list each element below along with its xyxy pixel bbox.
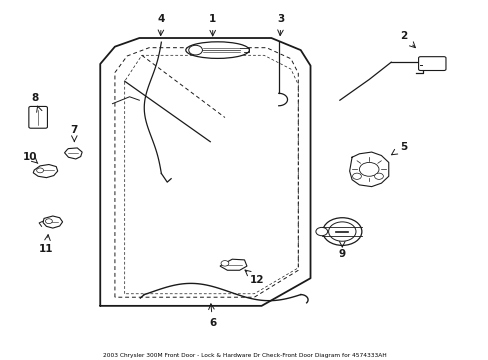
Text: 2: 2 bbox=[399, 31, 406, 41]
Polygon shape bbox=[43, 216, 62, 228]
Ellipse shape bbox=[185, 42, 249, 58]
Polygon shape bbox=[349, 152, 388, 186]
Circle shape bbox=[37, 168, 43, 173]
Text: 4: 4 bbox=[157, 14, 165, 24]
Circle shape bbox=[315, 228, 327, 236]
Circle shape bbox=[221, 261, 228, 266]
Circle shape bbox=[374, 173, 383, 179]
FancyBboxPatch shape bbox=[418, 57, 445, 71]
Text: 10: 10 bbox=[23, 152, 38, 162]
Text: 11: 11 bbox=[39, 244, 54, 254]
Text: 1: 1 bbox=[209, 14, 216, 24]
Text: 12: 12 bbox=[249, 275, 264, 285]
Polygon shape bbox=[64, 148, 82, 159]
Text: 6: 6 bbox=[209, 318, 216, 328]
Text: 3: 3 bbox=[277, 14, 284, 24]
Circle shape bbox=[188, 45, 202, 55]
Text: 5: 5 bbox=[399, 142, 406, 152]
Polygon shape bbox=[33, 165, 58, 177]
Text: 7: 7 bbox=[70, 125, 78, 135]
Text: 9: 9 bbox=[338, 249, 345, 259]
Circle shape bbox=[328, 222, 355, 241]
Polygon shape bbox=[220, 259, 246, 270]
Circle shape bbox=[352, 173, 361, 179]
Circle shape bbox=[359, 162, 378, 176]
Text: 2003 Chrysler 300M Front Door - Lock & Hardware Dr Check-Front Door Diagram for : 2003 Chrysler 300M Front Door - Lock & H… bbox=[102, 353, 386, 358]
Text: 8: 8 bbox=[32, 94, 39, 103]
FancyBboxPatch shape bbox=[29, 107, 47, 128]
Circle shape bbox=[45, 219, 52, 224]
Circle shape bbox=[322, 218, 361, 246]
